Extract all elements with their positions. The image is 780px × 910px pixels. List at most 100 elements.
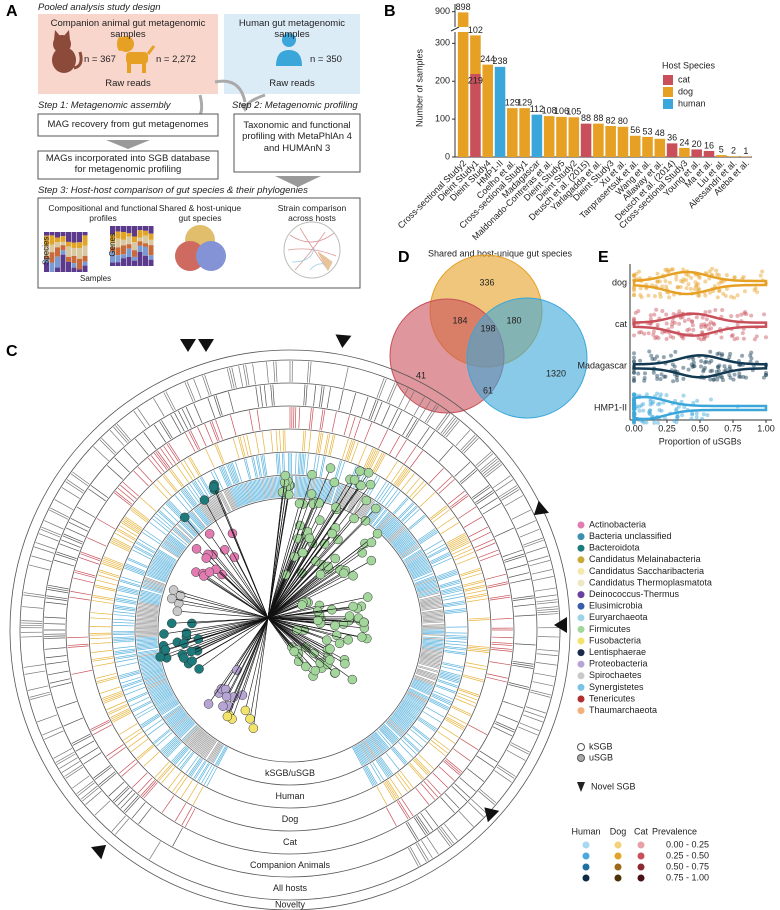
jitter-point — [684, 286, 689, 291]
legend-dot — [577, 672, 585, 680]
ring-tick — [99, 772, 117, 787]
ring-tick — [189, 758, 202, 777]
ring-tick — [154, 761, 170, 778]
ring-tick — [400, 703, 419, 716]
ring-tick — [195, 507, 210, 525]
ring-tick — [471, 531, 491, 542]
ring-tick — [117, 589, 139, 596]
ring-tick — [395, 710, 413, 725]
tree-branch — [267, 572, 344, 619]
ring-tick — [422, 614, 444, 618]
ring-tick — [131, 507, 149, 522]
profile-block — [126, 256, 132, 266]
ring-tick — [155, 694, 174, 705]
jitter-point — [720, 280, 725, 285]
ring-tick — [123, 683, 144, 691]
ring-tick — [428, 742, 446, 757]
ring-border — [42, 382, 538, 878]
tree-branch — [209, 533, 269, 619]
tree-branch — [204, 499, 269, 619]
ring-tick — [362, 500, 375, 519]
ring-tick — [381, 726, 397, 742]
ring-tick — [142, 584, 163, 592]
tree-branch — [267, 560, 372, 619]
jitter-point — [728, 375, 733, 380]
ring-tick — [123, 728, 141, 741]
ring-tick — [48, 670, 69, 676]
ring-tick — [194, 734, 209, 752]
ring-tick — [59, 757, 78, 769]
ring-tick — [70, 518, 90, 529]
ring-tick — [137, 650, 159, 655]
y-tick-label: Madagascar — [577, 361, 627, 371]
profile-block — [121, 245, 126, 255]
ring-tick — [496, 766, 515, 779]
ring-tick — [447, 535, 467, 547]
ring-tick — [162, 543, 180, 556]
ring-tick — [80, 553, 101, 562]
ring-tick — [136, 643, 158, 647]
ring-tick — [403, 736, 420, 751]
ring-tick — [417, 719, 436, 732]
jitter-point — [707, 360, 712, 365]
ring-tick — [200, 738, 214, 756]
ring-tick — [252, 456, 258, 478]
ring-tick — [508, 572, 530, 578]
jitter-point — [717, 363, 722, 368]
ring-tick — [451, 706, 471, 717]
x-tick-label: 0.75 — [724, 423, 742, 433]
ring-tick — [139, 497, 157, 512]
violin — [632, 312, 768, 337]
ring-tick — [387, 525, 404, 541]
jitter-point — [754, 334, 759, 339]
legend-label: Euryarchaeota — [589, 612, 648, 622]
ring-tick — [156, 552, 175, 564]
ring-tick — [165, 707, 183, 721]
ring-tick — [252, 480, 259, 502]
ring-tick — [442, 592, 464, 598]
ring-tick — [447, 490, 465, 505]
ring-label: Companion Animals — [250, 860, 331, 870]
jitter-point — [648, 313, 653, 318]
ring-tick — [476, 453, 494, 468]
jitter-point — [638, 286, 643, 291]
ring-tick — [153, 452, 168, 470]
ring-tick — [261, 431, 266, 453]
ring-tick — [152, 689, 172, 700]
violin — [632, 395, 768, 421]
ring-tick — [471, 798, 487, 814]
ring-tick — [400, 544, 419, 557]
legend-dot — [582, 852, 590, 860]
ring-label: Dog — [282, 814, 299, 824]
ring-tick — [116, 423, 131, 441]
ring-tick — [384, 521, 401, 538]
bar-segment — [617, 126, 629, 157]
bar-segment — [470, 35, 481, 75]
legend-header: Dog — [610, 826, 627, 836]
ring-tick — [237, 485, 245, 506]
ring-tick — [396, 801, 409, 820]
bar-segment — [507, 108, 518, 157]
ring-tick — [235, 485, 244, 506]
ring-tick — [422, 641, 444, 644]
ring-tick — [150, 563, 171, 574]
ring-tick — [136, 617, 158, 620]
ring-tick — [405, 695, 425, 707]
ring-tick — [115, 818, 130, 835]
legend-dot — [577, 683, 585, 691]
ring-tick — [491, 641, 513, 644]
ring-tick — [411, 682, 432, 692]
jitter-point — [730, 333, 735, 338]
ring-tick — [143, 671, 164, 680]
ring-tick — [472, 486, 491, 500]
ring-tick — [127, 734, 146, 748]
ring-tick — [390, 529, 408, 544]
ring-tick — [178, 721, 194, 737]
ring-tick — [206, 499, 219, 519]
ring-tick — [412, 680, 433, 690]
ring-tick — [113, 640, 135, 643]
ring-tick — [452, 545, 472, 555]
ring-tick — [101, 690, 122, 699]
jitter-point — [655, 279, 660, 284]
